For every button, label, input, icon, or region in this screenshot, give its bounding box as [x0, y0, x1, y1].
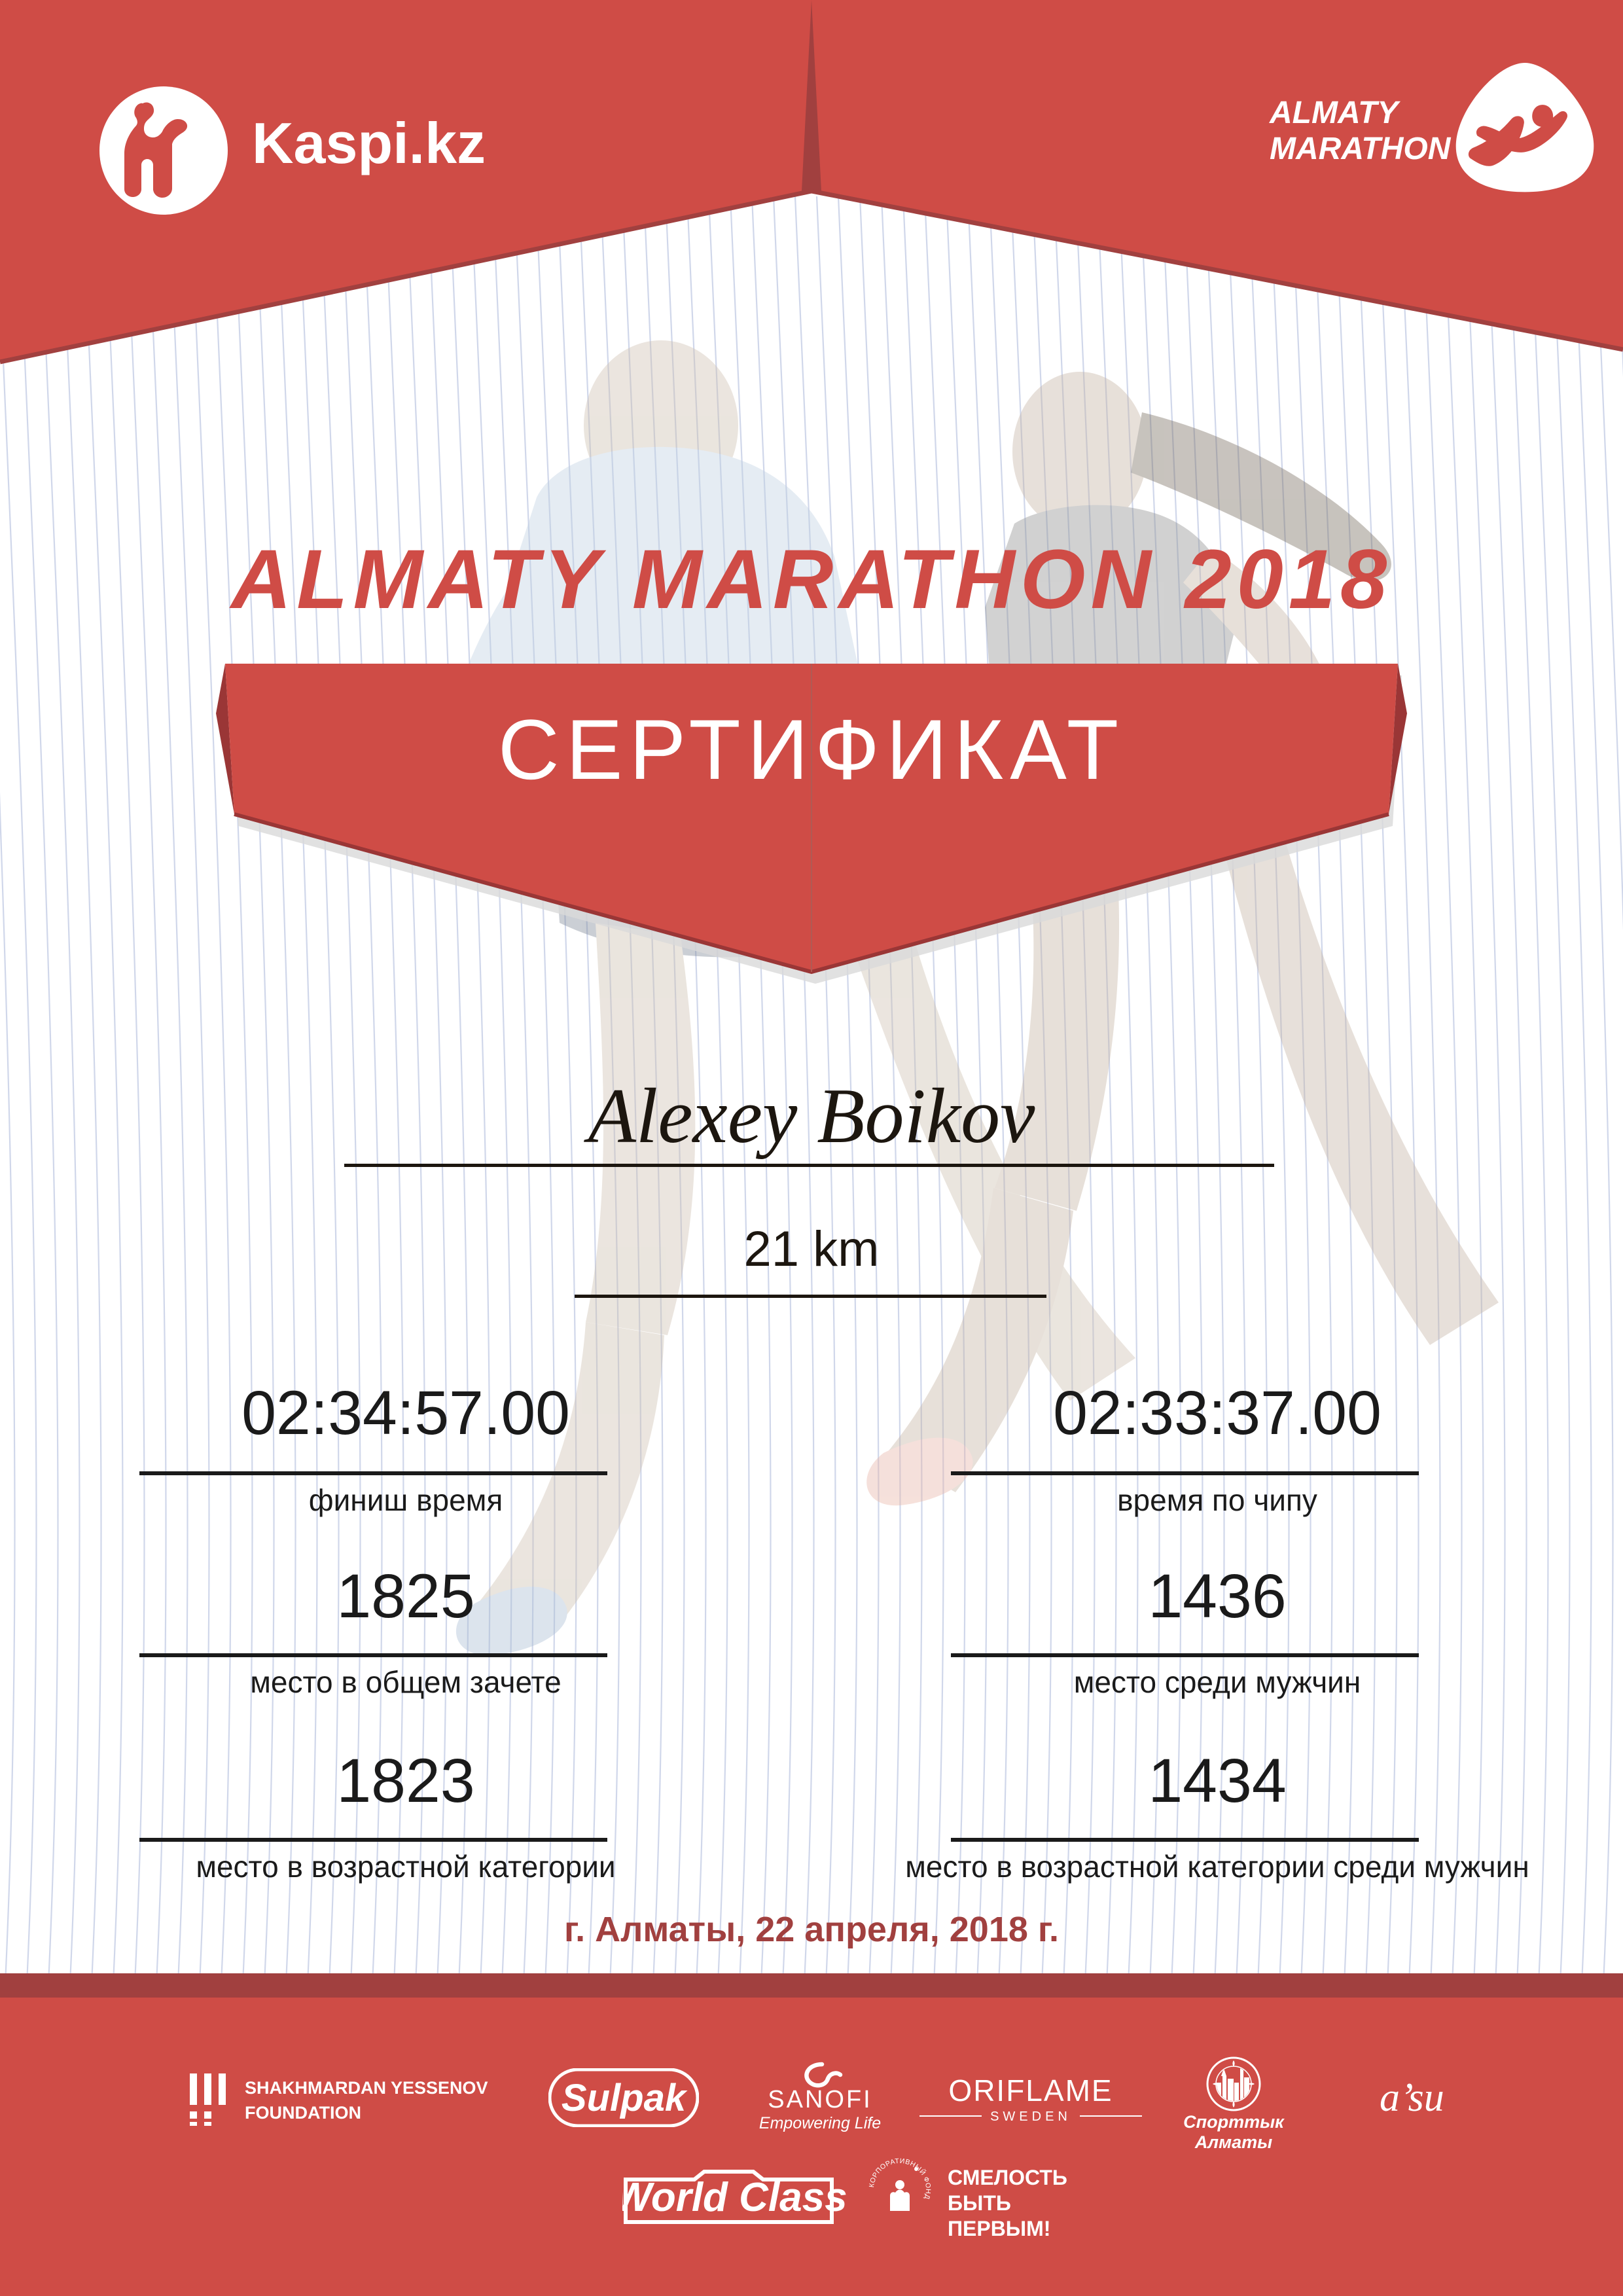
svg-text:Empowering Life: Empowering Life	[759, 2114, 881, 2132]
svg-text:Sulpak: Sulpak	[562, 2077, 688, 2119]
svg-text:World Class: World Class	[622, 2175, 847, 2220]
svg-text:ORIFLAME: ORIFLAME	[948, 2073, 1113, 2108]
svg-text:SWEDEN: SWEDEN	[990, 2109, 1071, 2124]
svg-text:SANOFI: SANOFI	[768, 2086, 872, 2113]
